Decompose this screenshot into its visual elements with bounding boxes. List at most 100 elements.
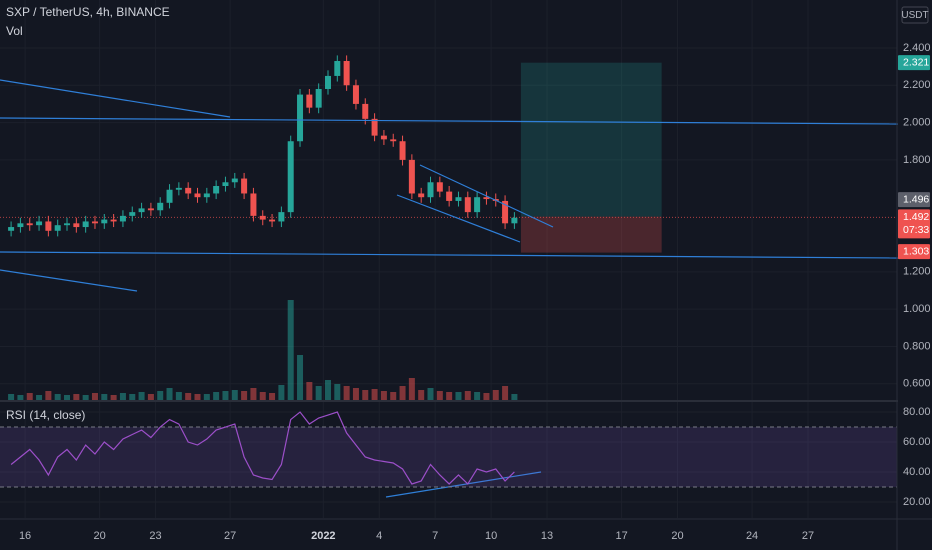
candle-body <box>315 88 322 108</box>
candle-body <box>334 61 341 76</box>
symbol-title: SXP / TetherUS, 4h, BINANCE <box>6 5 170 19</box>
volume-bar <box>502 386 509 400</box>
candle-body <box>82 221 89 228</box>
x-tick-label: 7 <box>432 530 438 542</box>
y-tick-label: 0.800 <box>903 340 931 352</box>
volume-bar <box>8 394 15 400</box>
candle-body <box>26 223 33 226</box>
candle-body <box>483 197 490 200</box>
volume-bar <box>138 392 145 400</box>
drawings <box>0 79 899 498</box>
x-tick-label: 17 <box>615 530 627 542</box>
candle-body <box>222 182 229 187</box>
volume-bar <box>26 393 33 400</box>
volume-bar <box>166 388 173 400</box>
candle-body <box>36 221 43 226</box>
volume-layer <box>8 300 518 400</box>
x-tick-label: 4 <box>376 530 382 542</box>
volume-bar <box>259 392 266 400</box>
candle-body <box>324 75 331 89</box>
grid <box>0 0 897 518</box>
volume-bar <box>427 388 434 400</box>
x-tick-label: 27 <box>802 530 814 542</box>
trend-line <box>0 269 138 292</box>
candle-body <box>203 193 210 198</box>
candle-body <box>371 118 378 136</box>
volume-bar <box>54 394 61 400</box>
trend-line <box>0 251 899 259</box>
x-tick-label: 16 <box>19 530 31 542</box>
x-tick-label: 10 <box>485 530 497 542</box>
last-price-label: 1.492 <box>903 211 929 223</box>
volume-bar <box>399 386 406 400</box>
rsi-tick-label: 60.00 <box>903 436 931 448</box>
candle-body <box>278 212 285 222</box>
volume-bar <box>287 300 294 400</box>
candle-body <box>119 215 126 222</box>
volume-bar <box>511 394 518 400</box>
entry-label-box <box>898 192 930 208</box>
currency-label[interactable]: USDT <box>901 10 928 21</box>
volume-bar <box>334 384 341 400</box>
countdown-label: 07:33 <box>903 224 929 236</box>
profit-zone <box>520 62 662 217</box>
volume-bar <box>343 386 350 400</box>
channel-line <box>419 164 554 228</box>
volume-bar <box>297 355 304 400</box>
volume-bar <box>45 391 52 400</box>
candle-body <box>380 135 387 140</box>
volume-bar <box>147 394 154 400</box>
volume-bar <box>110 395 117 400</box>
candle-body <box>8 227 15 231</box>
volume-bar <box>324 380 331 400</box>
candle-body <box>73 223 80 228</box>
volume-bar <box>483 393 490 400</box>
candle-body <box>502 200 509 224</box>
candle-body <box>45 221 52 231</box>
volume-bar <box>64 395 71 400</box>
volume-bar <box>436 391 443 400</box>
candle-body <box>427 182 434 198</box>
x-tick-label: 20 <box>671 530 683 542</box>
volume-bar <box>390 392 397 400</box>
candle-body <box>455 197 462 201</box>
rsi-tick-label: 80.00 <box>903 406 931 418</box>
x-tick-label: 24 <box>746 530 758 542</box>
candle-body <box>474 197 481 213</box>
volume-bar <box>17 395 24 400</box>
volume-bar <box>185 393 192 400</box>
target-label: 2.321 <box>903 56 929 68</box>
candle-body <box>352 85 359 104</box>
volume-bar <box>91 393 98 400</box>
candle-body <box>194 193 201 198</box>
position-box <box>0 62 897 253</box>
candle-body <box>54 225 61 231</box>
volume-bar <box>175 392 182 400</box>
volume-bar <box>380 391 387 400</box>
volume-bar <box>306 382 313 400</box>
volume-bar <box>194 394 201 400</box>
last-price-box <box>898 209 930 239</box>
currency-button[interactable] <box>901 6 929 24</box>
candle-body <box>362 103 369 119</box>
candle-body <box>231 178 238 183</box>
candle-body <box>287 141 294 213</box>
volume-bar <box>213 392 220 400</box>
y-tick-label: 1.800 <box>903 154 931 166</box>
volume-bar <box>231 390 238 400</box>
candle-body <box>213 186 220 194</box>
candle-body <box>408 159 415 194</box>
y-tick-label: 2.400 <box>903 42 931 54</box>
y-tick-label: 2.000 <box>903 116 931 128</box>
candle-body <box>446 191 453 201</box>
volume-bar <box>73 394 80 400</box>
y-tick-label: 1.000 <box>903 303 931 315</box>
volume-bar <box>222 391 229 400</box>
volume-bar <box>278 385 285 400</box>
trend-line <box>0 79 231 118</box>
candle-body <box>64 223 71 226</box>
volume-bar <box>464 391 471 400</box>
candle-body <box>511 217 518 224</box>
candle-body <box>17 223 24 228</box>
candle-body <box>343 61 350 86</box>
